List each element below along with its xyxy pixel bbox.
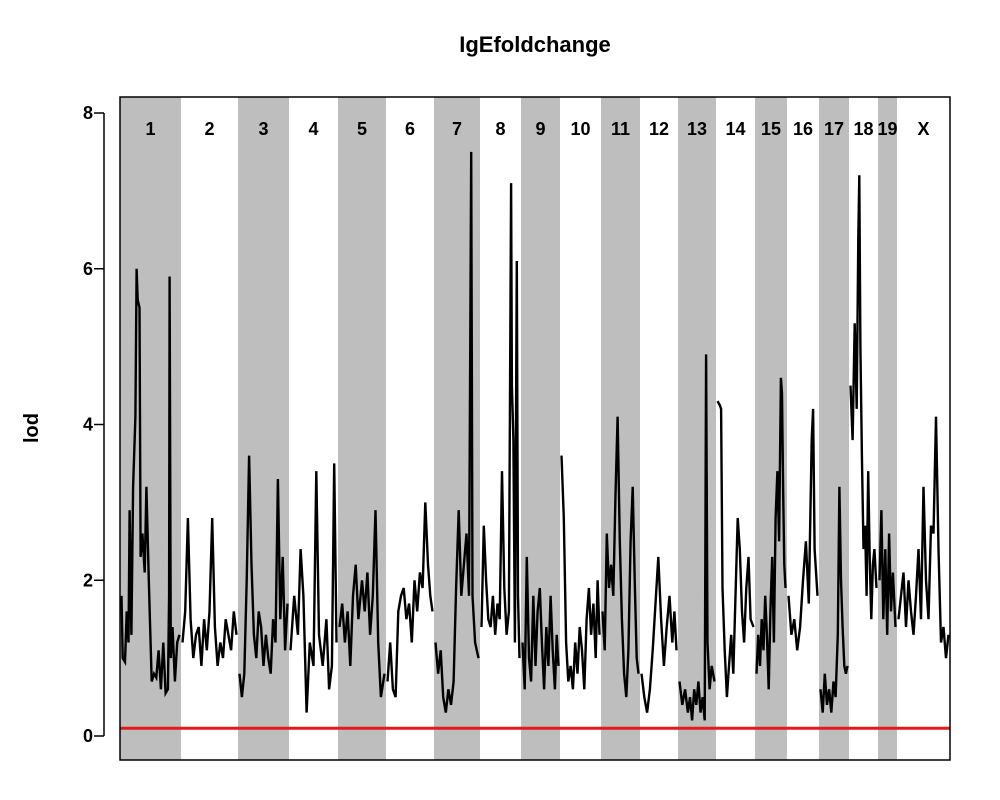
lod-curve-chr-3	[238, 455, 289, 698]
chromosome-label-17: 17	[824, 119, 844, 139]
chromosome-labels: 1 2 3 4 5 6 7 8 9 10 11 12 13 14 15 16 17 18 19 X	[145, 119, 929, 139]
chromosome-bands	[120, 97, 950, 760]
chromosome-label-15: 15	[761, 119, 781, 139]
y-axis: 0 2 4 6 8	[83, 103, 105, 746]
lod-curve-chr-15	[755, 377, 787, 690]
chromosome-label-9: 9	[535, 119, 545, 139]
lod-curve-chr-17	[819, 486, 849, 713]
y-tick-label-2: 2	[83, 570, 93, 590]
lod-curve-chr-13	[678, 354, 716, 721]
chromosome-label-8: 8	[495, 119, 505, 139]
chromosome-label-3: 3	[258, 119, 268, 139]
lod-curve-chr-4	[289, 463, 338, 713]
chromosome-band-12	[640, 97, 678, 760]
chromosome-label-12: 12	[649, 119, 669, 139]
y-tick-label-4: 4	[83, 415, 93, 435]
lod-curve-chr-16	[787, 408, 819, 651]
y-tick-label-8: 8	[83, 103, 93, 123]
lod-curve-chr-6	[386, 502, 434, 698]
chromosome-label-10: 10	[570, 119, 590, 139]
lod-curve-chr-2	[181, 517, 238, 667]
chromosome-label-19: 19	[877, 119, 897, 139]
lod-curve-chr-9	[521, 556, 560, 690]
lod-curve-chr-1	[120, 268, 181, 698]
lod-curve-chr-19	[878, 510, 897, 635]
lod-curve-chr-X	[897, 416, 950, 659]
chromosome-label-X: X	[917, 119, 929, 139]
chromosome-band-14	[716, 97, 755, 760]
chromosome-label-6: 6	[405, 119, 415, 139]
chromosome-label-5: 5	[357, 119, 367, 139]
chromosome-band-19	[878, 97, 897, 760]
lod-curve-chr-5	[338, 510, 386, 698]
chromosome-label-1: 1	[145, 119, 155, 139]
lod-curve-chr-10	[560, 455, 601, 690]
chromosome-band-2	[181, 97, 238, 760]
lod-curve-chr-8	[480, 183, 521, 659]
chromosome-label-16: 16	[793, 119, 813, 139]
lod-curve-chr-12	[640, 556, 678, 713]
plot-frame	[119, 96, 951, 761]
chromosome-band-11	[601, 97, 640, 760]
chromosome-label-4: 4	[308, 119, 318, 139]
y-tick-label-6: 6	[83, 259, 93, 279]
chromosome-label-11: 11	[611, 119, 630, 139]
chromosome-band-13	[678, 97, 716, 760]
chromosome-label-7: 7	[452, 119, 462, 139]
lod-curve-chr-18	[849, 175, 878, 620]
chromosome-band-6	[386, 97, 434, 760]
lod-curve-chr-7	[434, 151, 480, 713]
chromosome-label-2: 2	[204, 119, 214, 139]
chromosome-label-13: 13	[687, 119, 707, 139]
y-axis-label: lod	[21, 413, 43, 443]
chromosome-label-18: 18	[853, 119, 873, 139]
chart-title: IgEfoldchange	[459, 32, 611, 57]
lod-curves	[120, 151, 950, 721]
chromosome-band-X	[897, 97, 950, 760]
chromosome-label-14: 14	[725, 119, 745, 139]
y-tick-label-0: 0	[83, 726, 93, 746]
lod-curve-chr-14	[716, 400, 755, 698]
lod-curve-chr-11	[601, 416, 640, 698]
